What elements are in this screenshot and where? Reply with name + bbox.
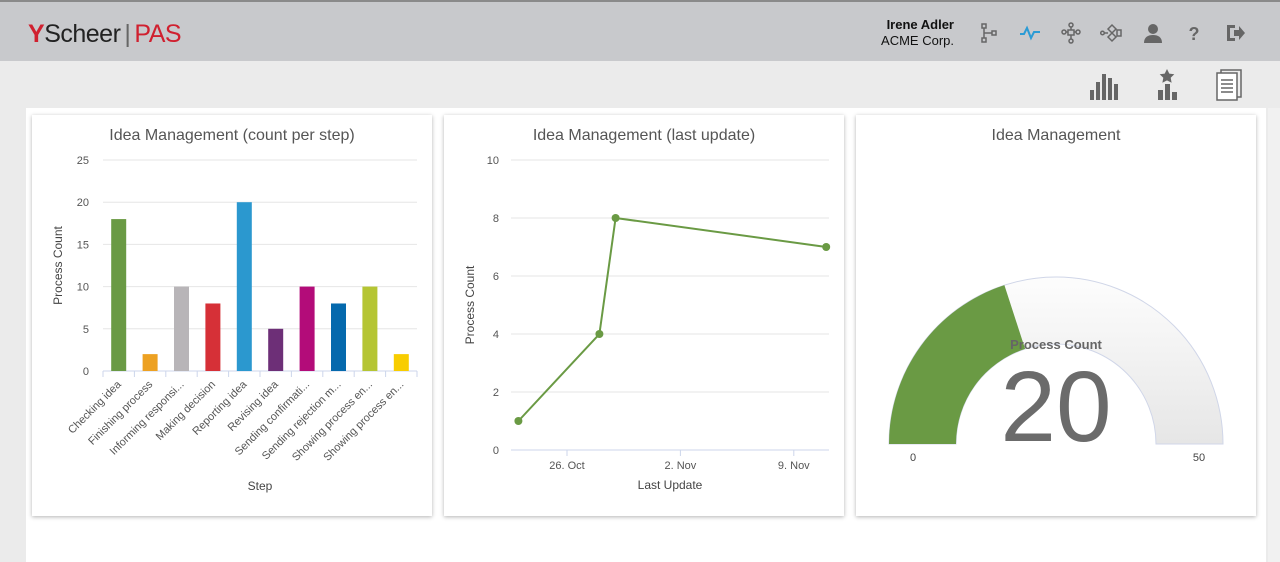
x-tick-label: Reporting idea bbox=[190, 378, 250, 438]
gauge-max-label: 50 bbox=[1193, 452, 1205, 464]
user-info: Irene Adler ACME Corp. bbox=[881, 17, 954, 49]
y-tick-label: 10 bbox=[77, 282, 89, 294]
bar bbox=[362, 286, 378, 371]
x-tick-label: 9. Nov bbox=[778, 460, 810, 472]
bar bbox=[393, 354, 409, 371]
hierarchy-icon[interactable] bbox=[1060, 22, 1082, 44]
company-name: ACME Corp. bbox=[881, 33, 954, 48]
y-tick-label: 2 bbox=[493, 387, 499, 399]
dashboard-toolbar bbox=[1088, 68, 1246, 102]
user-name: Irene Adler bbox=[886, 17, 954, 32]
y-tick-label: 15 bbox=[77, 239, 89, 251]
bar bbox=[142, 354, 158, 371]
chart-title: Idea Management (count per step) bbox=[109, 127, 355, 144]
y-tick-label: 8 bbox=[493, 213, 499, 225]
workflow-icon[interactable] bbox=[1100, 22, 1122, 44]
scheer-pas-logo[interactable]: YScheer | PAS bbox=[28, 20, 182, 48]
y-tick-label: 10 bbox=[487, 155, 499, 167]
x-axis-label: Step bbox=[248, 479, 273, 493]
x-tick-label: 26. Oct bbox=[549, 460, 584, 472]
gauge-card: Idea Management Process Count 20 0 50 bbox=[856, 115, 1256, 516]
bar-chart-card: Idea Management (count per step) 0 5 10 15 2… bbox=[32, 115, 432, 516]
x-axis-label: Last Update bbox=[638, 478, 703, 492]
bar bbox=[299, 286, 315, 371]
monitoring-icon[interactable] bbox=[1019, 22, 1041, 44]
y-tick-label: 0 bbox=[83, 366, 89, 378]
y-axis-label: Process Count bbox=[463, 265, 477, 344]
bar bbox=[331, 303, 346, 371]
y-tick-label: 20 bbox=[77, 197, 89, 209]
bar bbox=[174, 286, 189, 371]
y-tick-label: 5 bbox=[83, 324, 89, 336]
help-icon[interactable]: ? bbox=[1183, 22, 1205, 44]
y-tick-label: 6 bbox=[493, 271, 499, 283]
data-point bbox=[595, 330, 604, 338]
data-point bbox=[514, 417, 523, 425]
user-icon[interactable] bbox=[1142, 22, 1164, 44]
chart-title: Idea Management (last update) bbox=[532, 127, 756, 144]
bar bbox=[111, 219, 127, 371]
scrollbar[interactable] bbox=[1268, 108, 1280, 562]
process-model-icon[interactable] bbox=[978, 22, 1000, 44]
svg-text:?: ? bbox=[1189, 24, 1200, 44]
gauge-min-label: 0 bbox=[910, 452, 916, 464]
app-header: YScheer | PAS Irene Adler ACME Corp. ? bbox=[0, 0, 1280, 61]
logout-icon[interactable] bbox=[1224, 22, 1246, 44]
gauge-value: 20 bbox=[1000, 351, 1111, 463]
bar bbox=[236, 202, 252, 371]
data-point bbox=[611, 214, 620, 222]
data-point bbox=[822, 243, 831, 251]
ranking-icon[interactable] bbox=[1150, 68, 1184, 102]
y-tick-label: 4 bbox=[493, 329, 499, 341]
y-tick-label: 0 bbox=[493, 445, 499, 457]
line-chart: 0 2 4 6 8 10 26. Oct 2. Nov 9. Nov Last Update Pro… bbox=[463, 155, 831, 492]
x-tick-label: 2. Nov bbox=[665, 460, 697, 472]
bar bbox=[268, 328, 284, 371]
bar-chart-icon[interactable] bbox=[1088, 68, 1122, 102]
bar bbox=[205, 303, 221, 371]
line-chart-card: Idea Management (last update) 0 2 4 6 8 10 26.… bbox=[444, 115, 844, 516]
gauge-label: Process Count bbox=[1010, 337, 1102, 352]
chart-title: Idea Management bbox=[991, 127, 1121, 144]
report-icon[interactable] bbox=[1212, 68, 1246, 102]
y-axis-label: Process Count bbox=[51, 225, 65, 304]
x-tick-label: Checking idea bbox=[66, 378, 124, 436]
y-tick-label: 25 bbox=[77, 155, 89, 167]
gauge-value-arc bbox=[889, 285, 1026, 444]
series-line bbox=[517, 216, 827, 422]
